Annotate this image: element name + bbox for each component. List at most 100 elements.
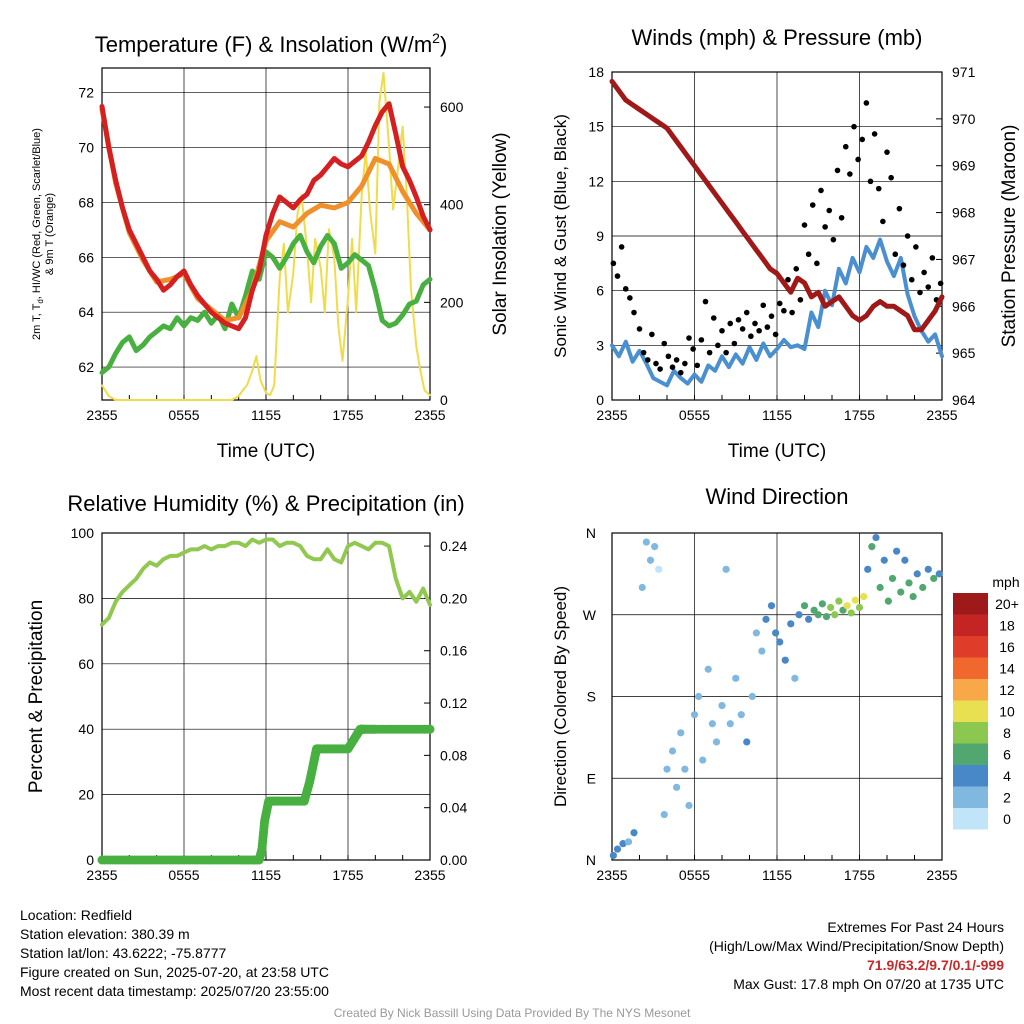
x-tick-label: 0555	[168, 407, 199, 423]
gust-point	[731, 340, 738, 347]
direction-point	[619, 840, 627, 848]
x-tick-label: 1155	[251, 867, 281, 883]
dewpoint-line	[99, 232, 433, 376]
y-tick-label: 15	[588, 119, 604, 135]
gust-point	[715, 342, 721, 349]
gust-point	[772, 331, 779, 338]
gust-point	[748, 333, 754, 340]
gust-point	[863, 100, 870, 106]
direction-point	[905, 579, 913, 587]
gust-point	[710, 315, 717, 321]
gust-point	[896, 205, 903, 212]
y-tick-label: 9	[596, 228, 604, 244]
x-tick-label: 2355	[926, 407, 957, 423]
y-tick-label: 62	[78, 359, 94, 375]
y-label-part1: 2m T, T	[31, 303, 43, 340]
y-right-tick-label: 400	[440, 197, 464, 213]
y-right-tick-label: 966	[952, 298, 976, 314]
direction-point	[722, 565, 730, 573]
y-tick-label: N	[586, 525, 596, 541]
y-tick-label: 12	[588, 173, 604, 189]
gust-point	[665, 353, 672, 360]
legend-swatch	[953, 614, 988, 636]
legend-label: 20+	[995, 596, 1019, 612]
direction-point	[630, 829, 638, 837]
gust-point	[657, 366, 663, 372]
direction-point	[699, 756, 707, 764]
direction-point	[772, 629, 780, 637]
gust-point	[735, 317, 742, 323]
gust-point	[686, 335, 692, 341]
y-right-tick-label: 970	[952, 111, 976, 127]
y-label-sub: d	[36, 299, 45, 303]
gust-point	[698, 337, 705, 343]
y-right-tick-label: 0.16	[440, 643, 467, 659]
direction-point	[876, 583, 884, 592]
x-tick-label: 2355	[86, 867, 117, 883]
y-label-text: Sonic Wind & Gust (Blue, Black)	[551, 114, 570, 358]
gust-point	[814, 260, 820, 267]
gust-point	[925, 284, 932, 290]
max-gust: Max Gust: 17.8 mph On 07/20 at 1735 UTC	[733, 976, 1004, 992]
direction-point	[805, 615, 813, 623]
direction-point	[791, 674, 799, 682]
direction-point	[855, 603, 864, 612]
title-superscript: 2	[432, 30, 440, 46]
gust-point	[669, 364, 676, 371]
y-right-tick-label: 965	[952, 345, 976, 361]
y-tick-label: N	[586, 852, 596, 868]
direction-point	[718, 701, 726, 710]
gust-point	[884, 149, 890, 155]
direction-point	[609, 851, 617, 860]
credit-line: Created By Nick Bassill Using Data Provi…	[333, 1006, 691, 1020]
y-tick-label: 40	[78, 721, 94, 737]
station-elevation: Station elevation: 380.39 m	[20, 926, 190, 942]
x-tick-label: 2355	[414, 867, 445, 883]
legend-swatch	[953, 700, 988, 722]
legend-swatch	[953, 679, 988, 701]
gust-point	[880, 218, 886, 225]
gust-point	[636, 326, 643, 332]
direction-point	[685, 801, 693, 810]
direction-point	[888, 574, 897, 583]
legend-label: 14	[999, 661, 1015, 677]
direction-point	[663, 765, 671, 773]
direction-point	[913, 570, 921, 578]
station-info: Location: Redfield Station elevation: 38…	[20, 906, 329, 1001]
direction-point	[831, 611, 839, 619]
gust-point	[805, 251, 812, 258]
wind-speed-line	[610, 237, 944, 388]
legend-label: 16	[999, 639, 1015, 655]
y-right-tick-label: 0	[440, 392, 448, 408]
direction-point	[704, 665, 712, 673]
direction-point	[690, 711, 699, 719]
y-label-text: Direction (Colored By Speed)	[551, 586, 570, 807]
gust-point	[627, 295, 633, 301]
y-label-line2: & 9m T (Orange)	[44, 193, 56, 275]
gust-point	[756, 327, 762, 334]
direction-point	[818, 600, 826, 608]
insolation-line	[101, 71, 431, 401]
y-right-tick-label: 0.12	[440, 695, 467, 711]
direction-point	[737, 711, 745, 719]
most-recent-data: Most recent data timestamp: 2025/07/20 2…	[20, 983, 329, 999]
gust-point	[694, 362, 701, 369]
y-tick-label: 80	[78, 590, 94, 606]
gust-point	[618, 244, 625, 250]
y-tick-label: 20	[78, 787, 94, 803]
x-tick-label: 2355	[596, 867, 627, 883]
x-tick-label: 1155	[251, 407, 281, 423]
direction-point	[613, 845, 622, 853]
gust-point	[743, 309, 750, 316]
direction-point	[935, 570, 943, 578]
gust-point	[797, 296, 804, 303]
gust-point	[801, 222, 808, 228]
gust-point	[851, 123, 857, 130]
y-tick-label: E	[587, 770, 596, 786]
gust-point	[818, 187, 824, 194]
legend-title: mph	[992, 574, 1019, 590]
station-latlon: Station lat/lon: 43.6222; -75.8777	[20, 945, 227, 961]
gust-point	[809, 202, 816, 208]
y-right-tick-label: 0.04	[440, 800, 467, 816]
gust-point	[768, 313, 775, 319]
